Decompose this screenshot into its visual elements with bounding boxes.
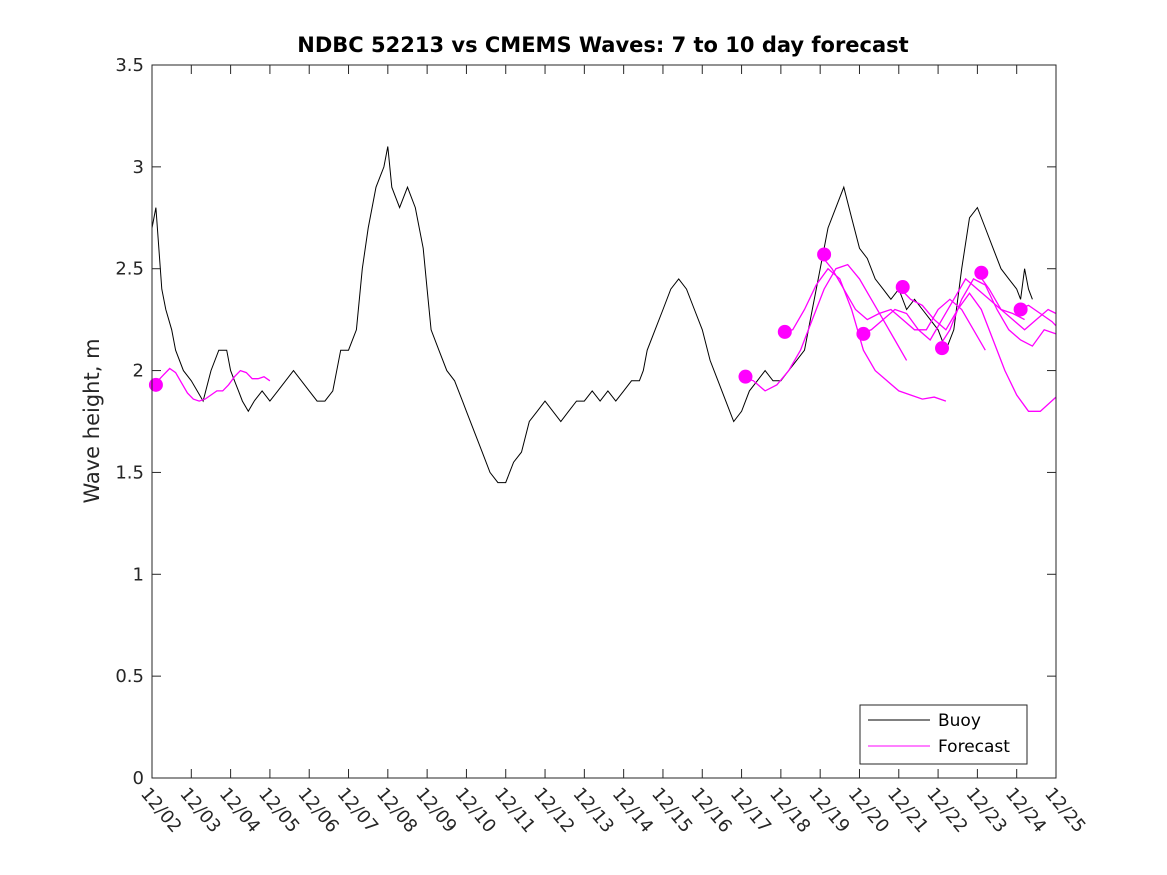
x-tick-label: 12/22: [922, 784, 971, 837]
forecast-segment-line-3: [780, 267, 947, 402]
x-tick-label: 12/21: [883, 784, 932, 837]
legend-buoy-label: Buoy: [938, 711, 981, 731]
y-tick-label: 0: [133, 768, 144, 789]
axes-box: [151, 64, 1057, 779]
x-tick-label: 12/17: [726, 784, 775, 837]
x-tick-label: 12/25: [1040, 784, 1089, 837]
forecast-start-marker: [895, 280, 910, 295]
y-tick-label: 0.5: [115, 666, 144, 687]
x-tick-label: 12/16: [686, 784, 735, 837]
y-tick-label: 2: [133, 361, 144, 382]
legend: Buoy Forecast: [859, 704, 1028, 765]
x-tick-label: 12/23: [962, 784, 1011, 837]
x-tick-label: 12/02: [136, 784, 185, 837]
x-tick-label: 12/13: [569, 784, 618, 837]
y-tick-label: 3: [133, 157, 144, 178]
x-tick-label: 12/11: [490, 784, 539, 837]
legend-box: [859, 704, 1028, 765]
x-tick-label: 12/10: [451, 784, 500, 837]
forecast-segment-line-1: [151, 367, 271, 402]
forecast-start-marker: [738, 369, 753, 384]
forecast-start-marker: [777, 324, 792, 339]
forecast-series-layer: [151, 254, 1057, 412]
legend-forecast-label: Forecast: [938, 737, 1010, 757]
forecast-segment-line-5: [859, 277, 1025, 342]
x-tick-label: 12/04: [215, 784, 264, 837]
x-tick-label: 12/08: [372, 784, 421, 837]
forecast-segment-line-6: [898, 286, 1057, 412]
x-tick-label: 12/14: [608, 784, 657, 837]
forecast-segment-line-7: [937, 278, 1057, 349]
y-tick-label: 1: [133, 564, 144, 585]
forecast-start-marker: [856, 326, 871, 341]
chart-title: NDBC 52213 vs CMEMS Waves: 7 to 10 day f…: [297, 33, 908, 57]
forecast-start-marker: [1013, 302, 1028, 317]
forecast-start-marker: [817, 247, 832, 262]
x-tick-label: 12/24: [1001, 784, 1050, 837]
forecast-start-marker: [148, 377, 163, 392]
y-tick-label: 2.5: [115, 259, 144, 280]
buoy-series-line: [151, 146, 1033, 484]
plot-area: [152, 65, 1056, 778]
x-tick-label: 12/03: [175, 784, 224, 837]
x-tick-label: 12/07: [333, 784, 382, 837]
x-tick-label: 12/06: [293, 784, 342, 837]
y-tick-label: 1.5: [115, 462, 144, 483]
forecast-segment-line-4: [819, 254, 986, 351]
forecast-segment-line-8: [976, 272, 1057, 331]
x-tick-label: 12/15: [647, 784, 696, 837]
x-tick-label: 12/19: [804, 784, 853, 837]
y-tick-label: 3.5: [115, 55, 144, 76]
forecast-start-marker: [935, 341, 950, 356]
x-tick-label: 12/12: [529, 784, 578, 837]
buoy-series-layer: [151, 146, 1033, 484]
x-tick-label: 12/05: [254, 784, 303, 837]
x-tick-label: 12/18: [765, 784, 814, 837]
forecast-start-marker: [974, 265, 989, 280]
y-axis-label: Wave height, m: [80, 338, 104, 503]
y-axis: 0 0.5 1 1.5 2 2.5 3 3.5: [115, 55, 1056, 789]
x-tick-label: 12/20: [844, 784, 893, 837]
x-tick-label: 12/09: [411, 784, 460, 837]
